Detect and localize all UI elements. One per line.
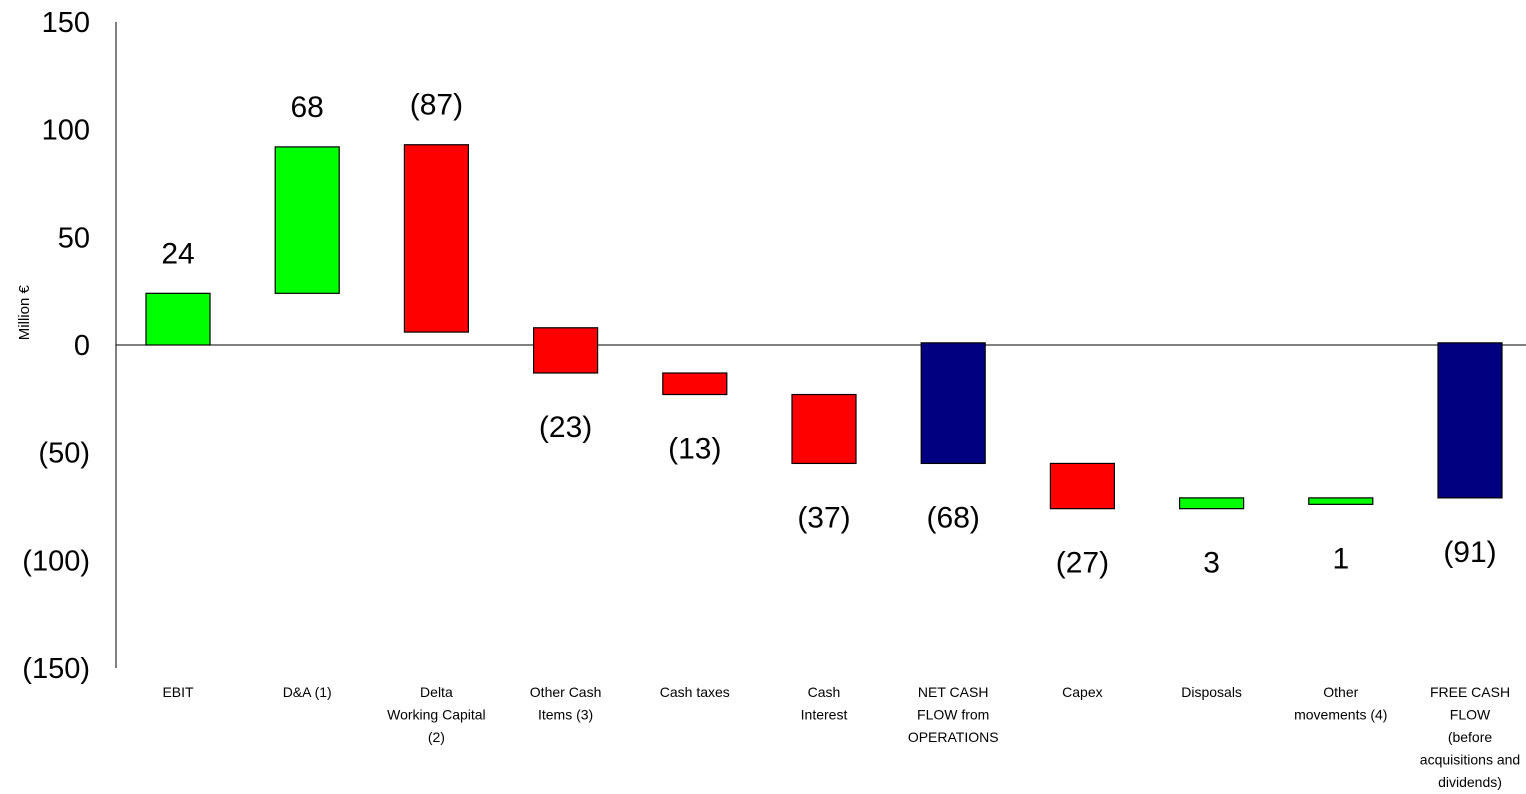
data-label: 1 — [1332, 542, 1349, 575]
category-label: Delta Working Capital (2) — [387, 684, 486, 745]
bar-1 — [145, 292, 211, 346]
category-label: Cash Interest — [801, 684, 848, 723]
category-label: D&A (1) — [283, 684, 332, 700]
y-tick-label: (50) — [38, 438, 90, 470]
y-tick-label: 50 — [58, 222, 90, 254]
bar-8 — [1049, 462, 1116, 510]
data-label: (27) — [1056, 547, 1109, 580]
y-tick-label: 100 — [42, 115, 90, 147]
bar-2 — [274, 146, 340, 294]
y-tick-label: 150 — [42, 7, 90, 39]
data-labels: 24 68 (87) (23) (13) (37) (68) (27) 3 1 (91) — [161, 89, 1496, 580]
bar-3 — [403, 144, 469, 333]
data-label: 24 — [161, 237, 194, 270]
category-label: FREE CASH FLOW (before acquisitions and divi… — [1420, 684, 1520, 790]
bar-6 — [791, 393, 857, 465]
bar-5 — [662, 372, 728, 396]
bars — [145, 144, 1503, 510]
category-label: EBIT — [162, 684, 194, 700]
category-label: Other Cash Items (3) — [530, 684, 602, 723]
data-label: 68 — [291, 91, 324, 124]
data-label: 3 — [1203, 547, 1220, 580]
y-tick-label: (150) — [22, 653, 90, 685]
data-label: (68) — [927, 501, 980, 534]
data-label: (23) — [539, 411, 592, 444]
y-tick-label: 0 — [74, 330, 90, 362]
data-label: (13) — [668, 433, 721, 466]
bar-9 — [1178, 497, 1245, 510]
category-label: Cash taxes — [660, 684, 730, 700]
bar-4 — [532, 327, 599, 374]
y-axis-label: Million € — [16, 285, 33, 341]
category-label: Other movements (4) — [1294, 684, 1387, 723]
bar-7 — [920, 342, 986, 465]
category-label: Disposals — [1181, 684, 1242, 700]
data-label: (37) — [797, 501, 850, 534]
data-label: (87) — [410, 89, 463, 122]
category-labels: EBIT D&A (1) Delta Working Capital (2) Other … — [162, 684, 1520, 790]
category-label: Capex — [1062, 684, 1102, 700]
bar-10 — [1308, 497, 1374, 505]
data-label: (91) — [1443, 536, 1496, 569]
bar-11 — [1437, 342, 1503, 499]
y-axis: 150 100 50 0 (50) (100) (150) — [22, 7, 1526, 685]
category-label: NET CASH FLOW from OPERATIONS — [908, 684, 999, 745]
y-tick-label: (100) — [22, 545, 90, 577]
